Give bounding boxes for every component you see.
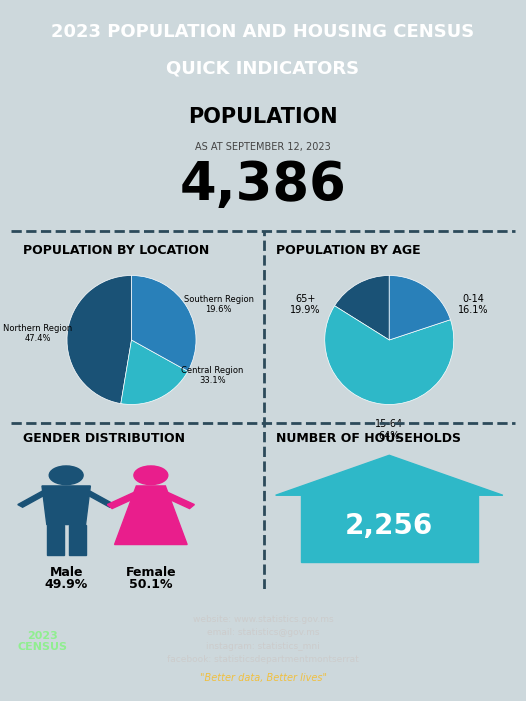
Polygon shape <box>47 524 64 555</box>
Text: Female: Female <box>126 566 176 579</box>
Text: QUICK INDICATORS: QUICK INDICATORS <box>166 60 360 77</box>
Polygon shape <box>276 456 503 495</box>
Polygon shape <box>301 495 478 562</box>
Text: 15-64
64%: 15-64 64% <box>375 419 403 441</box>
Wedge shape <box>325 306 454 404</box>
Text: GENDER DISTRIBUTION: GENDER DISTRIBUTION <box>23 432 185 444</box>
Text: 2023 POPULATION AND HOUSING CENSUS: 2023 POPULATION AND HOUSING CENSUS <box>52 23 474 41</box>
Polygon shape <box>160 491 195 509</box>
Wedge shape <box>121 340 188 404</box>
Text: Central Region
33.1%: Central Region 33.1% <box>181 366 244 385</box>
Text: 4,386: 4,386 <box>179 159 347 211</box>
Polygon shape <box>42 486 90 524</box>
Wedge shape <box>389 275 450 340</box>
Text: "Better data, Better lives": "Better data, Better lives" <box>199 673 327 683</box>
Text: website: www.statistics.gov.ms
email: statistics@gov.ms
instagram: statistics_mn: website: www.statistics.gov.ms email: st… <box>167 615 359 664</box>
Polygon shape <box>68 524 86 555</box>
Polygon shape <box>18 491 47 508</box>
Text: Male: Male <box>49 566 83 579</box>
Text: NUMBER OF HOUSEHOLDS: NUMBER OF HOUSEHOLDS <box>276 432 461 444</box>
Text: 50.1%: 50.1% <box>129 578 173 591</box>
Text: Northern Region
47.4%: Northern Region 47.4% <box>3 324 73 343</box>
Text: Southern Region
19.6%: Southern Region 19.6% <box>184 295 254 314</box>
Text: AS AT SEPTEMBER 12, 2023: AS AT SEPTEMBER 12, 2023 <box>195 142 331 151</box>
Text: POPULATION BY AGE: POPULATION BY AGE <box>276 244 420 257</box>
Circle shape <box>49 466 83 484</box>
Text: 65+
19.9%: 65+ 19.9% <box>290 294 321 315</box>
Wedge shape <box>132 275 196 372</box>
Text: 0-14
16.1%: 0-14 16.1% <box>458 294 488 315</box>
Text: 49.9%: 49.9% <box>45 578 88 591</box>
Polygon shape <box>107 491 141 509</box>
Text: 2,256: 2,256 <box>345 512 433 540</box>
Wedge shape <box>67 275 132 404</box>
Text: POPULATION BY LOCATION: POPULATION BY LOCATION <box>23 244 209 257</box>
Polygon shape <box>86 491 115 508</box>
Text: POPULATION: POPULATION <box>188 107 338 127</box>
Circle shape <box>134 466 168 484</box>
Wedge shape <box>335 275 389 340</box>
Polygon shape <box>115 486 187 545</box>
Text: 2023
CENSUS: 2023 CENSUS <box>17 631 67 652</box>
